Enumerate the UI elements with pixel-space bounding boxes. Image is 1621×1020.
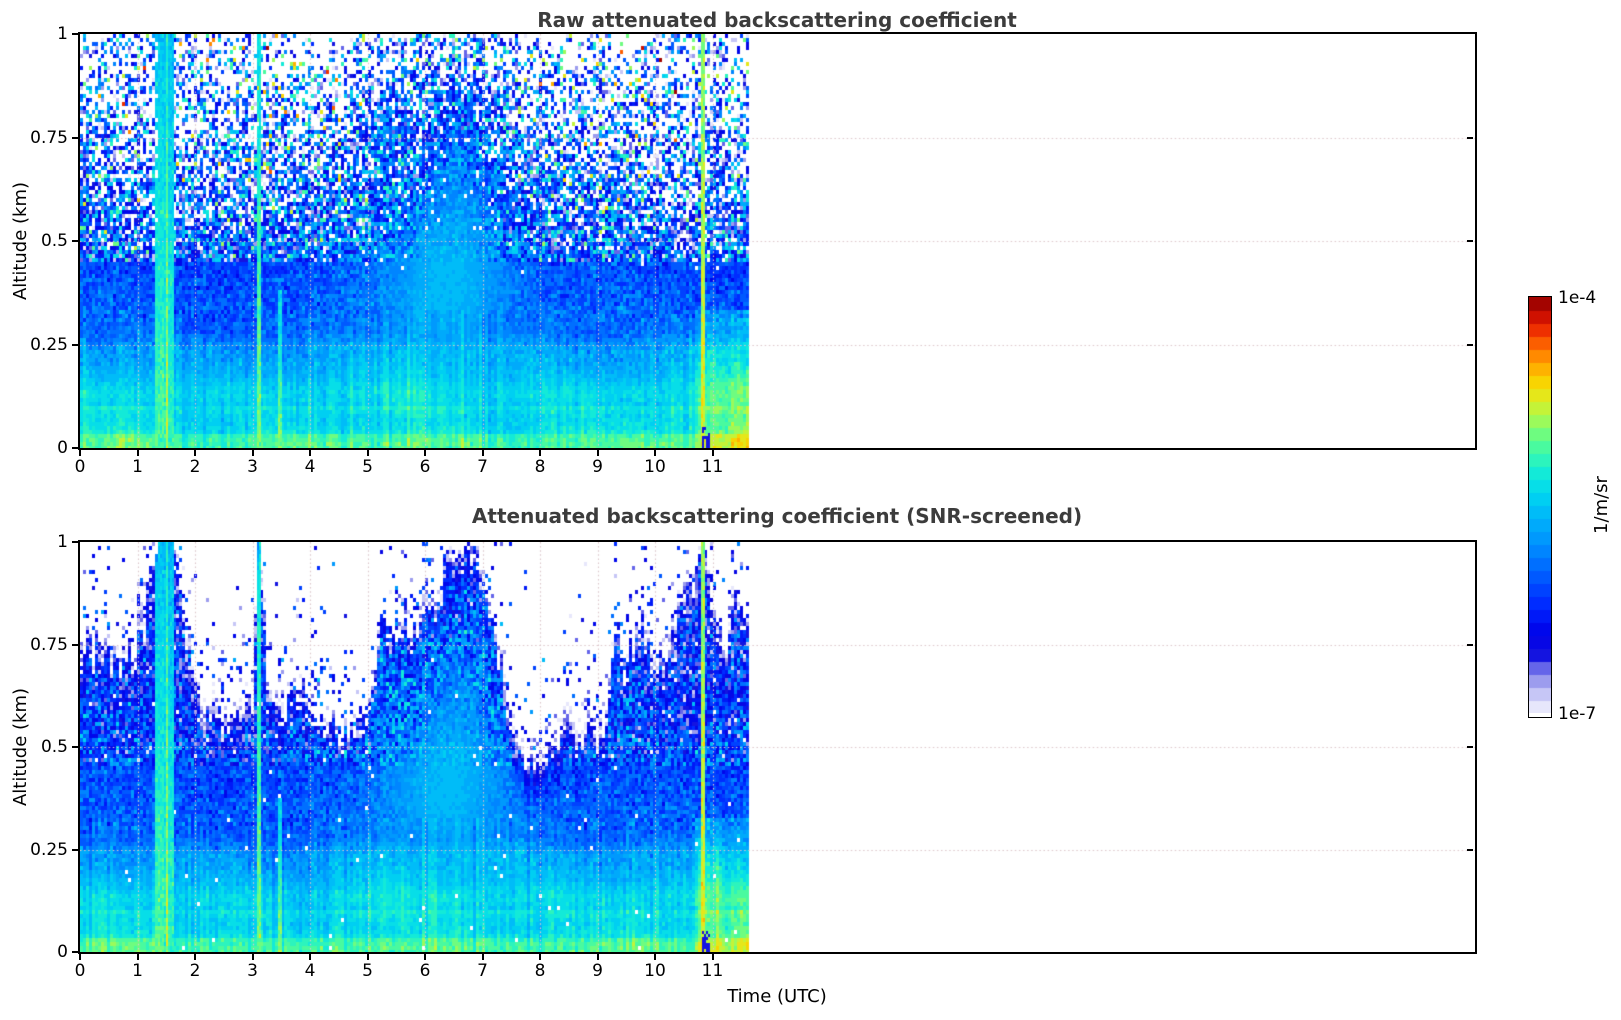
x-tick-label: 7 — [477, 961, 488, 981]
x-tick-label: 1 — [132, 961, 143, 981]
x-tick-label: 5 — [362, 457, 373, 477]
x-tick-label: 4 — [304, 961, 316, 981]
x-tick-mark — [309, 450, 311, 456]
y-tick-mark — [72, 746, 78, 748]
x-tick-label: 5 — [362, 961, 373, 981]
x-tick-label: 9 — [592, 457, 603, 477]
y-tick-mark-right — [1467, 240, 1473, 242]
y-tick-mark-right — [1467, 746, 1473, 748]
x-tick-mark — [711, 954, 714, 960]
x-tick-label: 2 — [189, 457, 201, 477]
x-tick-mark — [309, 954, 311, 960]
y-tick-mark-right — [1467, 848, 1473, 851]
x-tick-mark — [596, 450, 599, 456]
x-tick-label: 8 — [534, 457, 546, 477]
x-tick-mark — [79, 954, 81, 960]
heatmap-panel-raw — [78, 32, 1477, 450]
y-tick-label: 0 — [57, 942, 68, 962]
x-tick-label: 6 — [419, 457, 431, 477]
y-tick-mark-right — [1467, 343, 1473, 346]
x-tick-mark — [654, 954, 656, 960]
y-tick-mark — [72, 33, 78, 35]
x-tick-mark — [654, 450, 656, 456]
x-tick-mark — [596, 954, 599, 960]
x-tick-label: 7 — [477, 457, 488, 477]
x-tick-mark — [424, 450, 426, 456]
x-tick-label: 4 — [304, 457, 316, 477]
x-tick-label: 1 — [132, 457, 143, 477]
x-tick-label: 3 — [247, 457, 258, 477]
y-tick-label: 0.5 — [40, 231, 68, 251]
y-tick-mark — [72, 240, 78, 242]
y-tick-label: 0.25 — [30, 839, 68, 860]
y-tick-mark — [72, 136, 78, 139]
x-tick-mark — [136, 954, 139, 960]
raw-heatmap-canvas — [80, 34, 1475, 448]
x-tick-label: 9 — [592, 961, 603, 981]
colorbar — [1528, 296, 1552, 718]
x-tick-mark — [136, 450, 139, 456]
x-tick-label: 6 — [419, 961, 431, 981]
x-tick-mark — [194, 954, 196, 960]
y-tick-label: 0.25 — [30, 334, 68, 355]
y-tick-mark — [72, 643, 78, 646]
y-tick-mark-right — [1467, 643, 1473, 646]
y-tick-mark-right — [1467, 136, 1473, 139]
y-tick-mark — [72, 951, 78, 953]
x-tick-mark — [79, 450, 81, 456]
x-tick-mark — [539, 954, 541, 960]
x-tick-mark — [251, 954, 254, 960]
y-tick-mark — [72, 447, 78, 449]
x-tick-mark — [366, 954, 369, 960]
y-tick-mark — [72, 848, 78, 851]
y-tick-label: 1 — [57, 24, 68, 44]
x-tick-mark — [539, 450, 541, 456]
y-tick-label: 0.75 — [30, 634, 68, 655]
panel-raw-title: Raw attenuated backscattering coefficien… — [537, 8, 1017, 32]
y-tick-label: 0 — [57, 438, 68, 458]
x-tick-label: 0 — [74, 457, 86, 477]
colorbar-unit-label: 1/m/sr — [1591, 476, 1612, 534]
x-tick-label: 10 — [644, 457, 666, 477]
y-tick-mark — [72, 343, 78, 346]
y-tick-label: 1 — [57, 532, 68, 552]
heatmap-panel-screened — [78, 540, 1477, 954]
x-tick-mark — [481, 450, 484, 456]
x-tick-label: 10 — [644, 961, 666, 981]
colorbar-min-label: 1e-7 — [1558, 704, 1597, 724]
x-tick-label: 11 — [701, 457, 724, 477]
x-tick-mark — [366, 450, 369, 456]
x-tick-label: 0 — [74, 961, 86, 981]
colorbar-max-label: 1e-4 — [1558, 288, 1597, 308]
panel-screened-title: Attenuated backscattering coefficient (S… — [471, 504, 1083, 528]
x-tick-label: 11 — [701, 961, 724, 981]
x-tick-label: 8 — [534, 961, 546, 981]
y-tick-mark — [72, 541, 78, 543]
x-tick-mark — [194, 450, 196, 456]
screened-heatmap-canvas — [80, 542, 1475, 952]
x-tick-mark — [481, 954, 484, 960]
x-tick-mark — [424, 954, 426, 960]
y-tick-label: 0.5 — [40, 737, 68, 757]
y-tick-label: 0.75 — [30, 127, 68, 148]
x-tick-label: 3 — [247, 961, 258, 981]
x-tick-mark — [251, 450, 254, 456]
colorbar-gradient — [1529, 297, 1551, 713]
x-tick-label: 2 — [189, 961, 201, 981]
x-tick-mark — [711, 450, 714, 456]
x-axis-label: Time (UTC) — [727, 986, 827, 1007]
